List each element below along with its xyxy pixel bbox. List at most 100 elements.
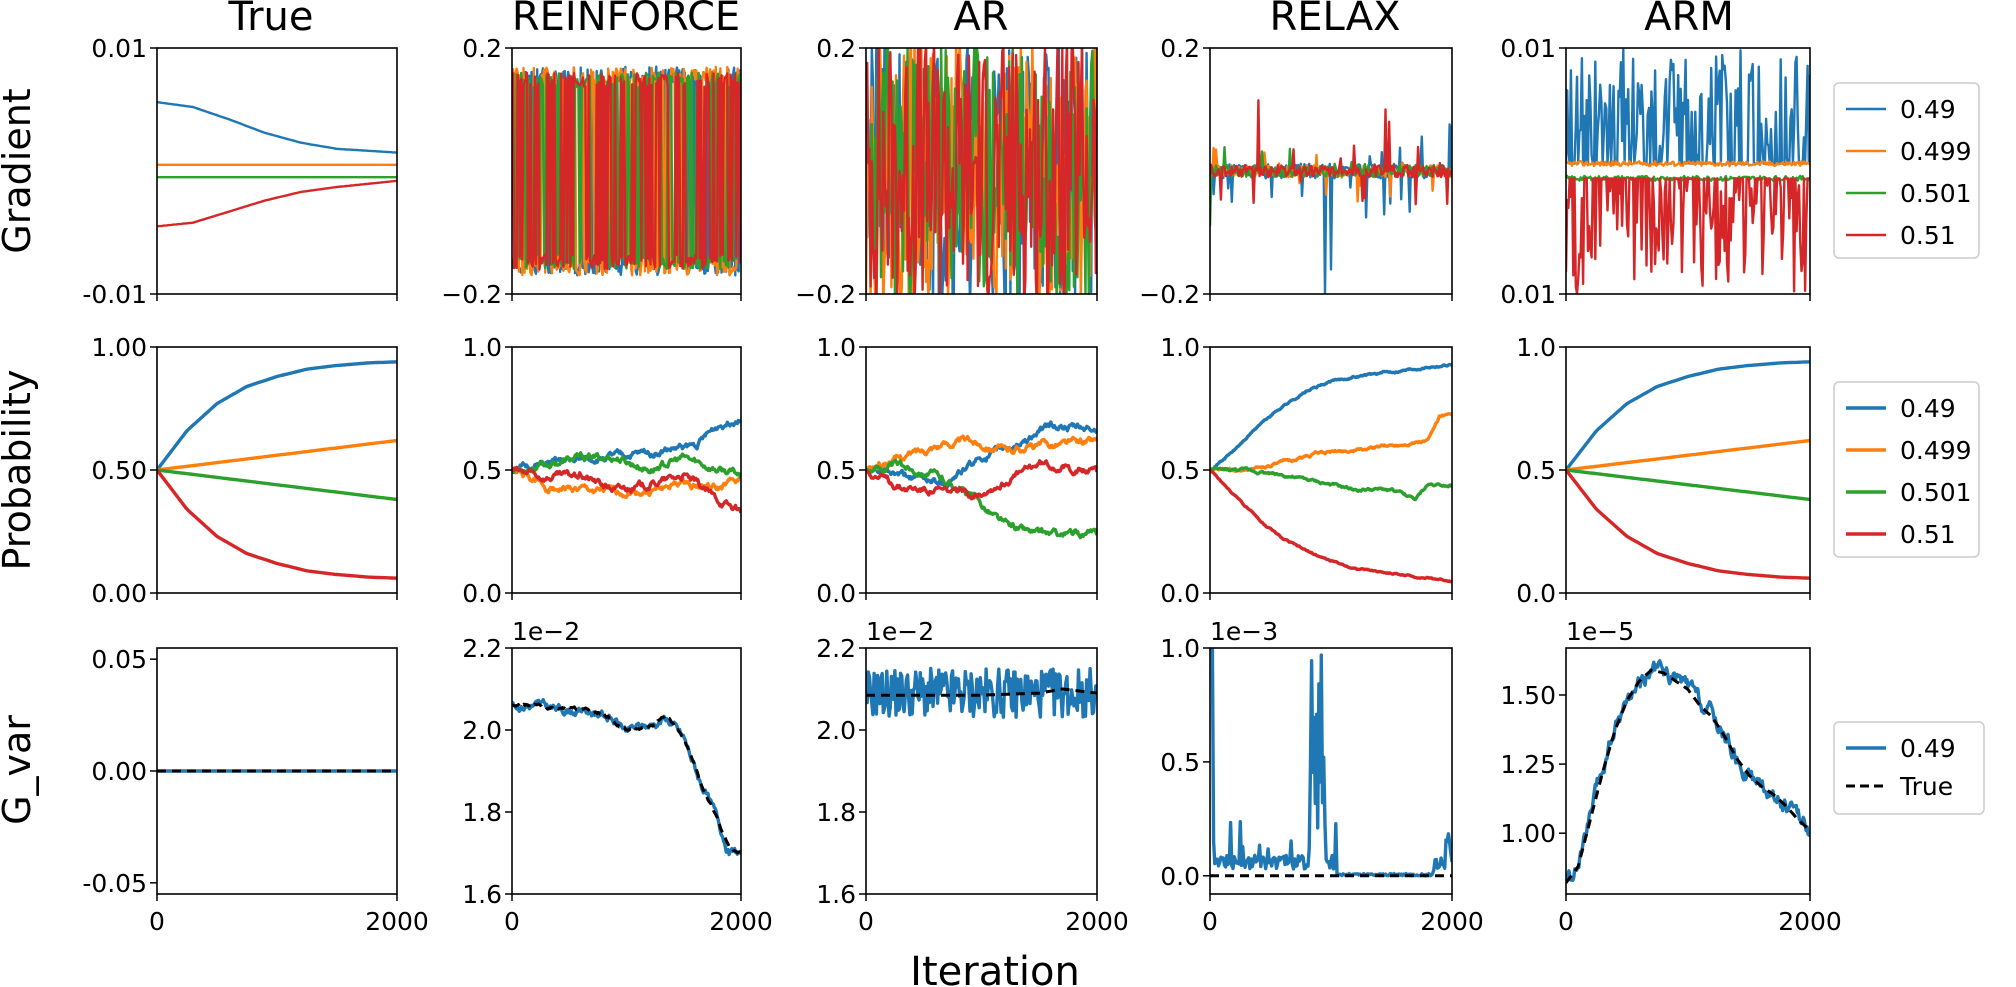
- column-title-reinforce: REINFORCE: [512, 0, 740, 40]
- y-tick-label: 0.0: [1516, 579, 1556, 608]
- y-tick-label: 1.0: [1160, 634, 1200, 663]
- series-line-0.51: [866, 459, 1097, 501]
- legend-label-0.501: 0.501: [1900, 478, 1972, 507]
- y-tick-label: 0.01: [1500, 280, 1556, 309]
- series-line-0.51: [157, 179, 397, 228]
- series-line-0.499: [1566, 438, 1810, 472]
- axes-frame: [865, 47, 1098, 295]
- axes-frame: [156, 47, 398, 295]
- y-tick-label: 0.0: [816, 579, 856, 608]
- y-tick-label: 2.2: [462, 634, 502, 663]
- legend-label-0.499: 0.499: [1900, 436, 1972, 465]
- series-line-0.501: [157, 468, 397, 502]
- x-tick-label: 0: [1558, 907, 1574, 936]
- series-line-0.51: [512, 465, 741, 514]
- series-line-0.501: [866, 458, 1097, 540]
- panel-r1-c3: 0.0 0.5 1.0: [1160, 333, 1453, 608]
- panel-r2-c1: 1.6 1.8 2.0 2.2 0 2000 1e−2: [462, 617, 773, 936]
- y-tick-label: 0.0: [462, 579, 502, 608]
- series-group: [512, 698, 741, 857]
- y-tick-label: 0.5: [462, 456, 502, 485]
- y-tick-label: 2.0: [462, 716, 502, 745]
- y-tick-label: 0.01: [1500, 34, 1556, 63]
- axis-exponent-label: 1e−5: [1566, 617, 1634, 646]
- series-line-0.51: [1210, 99, 1452, 206]
- y-tick-label: 1.8: [462, 798, 502, 827]
- y-tick-label: 0.01: [91, 34, 147, 63]
- y-tick-label: 0.5: [1160, 748, 1200, 777]
- series-group: [866, 420, 1097, 540]
- panel-r1-c0: 0.00 0.50 1.00: [91, 333, 398, 608]
- series-line-0.499: [512, 466, 741, 499]
- series-line-0.49: [1566, 659, 1810, 884]
- series-line-0.51: [1566, 177, 1810, 294]
- y-tick-label: -0.01: [82, 280, 147, 309]
- x-tick-label: 2000: [1778, 907, 1842, 936]
- y-tick-label: 1.50: [1500, 681, 1556, 710]
- panel-r1-c4: 0.0 0.5 1.0: [1516, 333, 1811, 608]
- axes-frame: [1565, 647, 1811, 895]
- row-label-gradient: Gradient: [0, 88, 39, 253]
- series-line-0.499: [1210, 412, 1452, 473]
- series-line-0.49: [1210, 362, 1452, 473]
- series-line-0.49: [157, 360, 397, 472]
- x-axis-label: Iteration: [910, 949, 1080, 987]
- y-tick-label: 0.5: [1160, 456, 1200, 485]
- series-line-0.49: [157, 100, 397, 154]
- series-line-0.499: [1566, 160, 1810, 168]
- y-tick-label: 1.0: [816, 333, 856, 362]
- legend-frame: [1833, 721, 1985, 815]
- y-tick-label: 1.8: [816, 798, 856, 827]
- y-tick-label: 0.5: [1516, 456, 1556, 485]
- series-line-0.49: [866, 420, 1097, 489]
- row-label-gvar: G_var: [0, 715, 39, 825]
- panel-r1-c1: 0.0 0.5 1.0: [462, 333, 742, 608]
- x-tick-label: 2000: [1420, 907, 1484, 936]
- row-label-probability: Probability: [0, 370, 39, 571]
- series-line-0.499: [157, 438, 397, 472]
- series-line-0.49: [866, 666, 1097, 719]
- series-group: [866, 48, 1097, 294]
- x-tick-label: 0: [1202, 907, 1218, 936]
- y-tick-label: -0.05: [82, 869, 147, 898]
- y-tick-label: 0.00: [91, 579, 147, 608]
- panels: -0.010.01−0.20.2−0.20.2−0.20.20.010.010.…: [82, 34, 1842, 936]
- series-group: [1566, 360, 1810, 580]
- x-tick-label: 2000: [709, 907, 773, 936]
- series-line-0.49: [1566, 360, 1810, 472]
- series-line-0.49: [512, 698, 741, 857]
- series-line-0.49: [1210, 123, 1452, 294]
- y-tick-label: 0.05: [91, 645, 147, 674]
- panel-r2-c2: 1.6 1.8 2.0 2.2 0 2000 1e−2: [816, 617, 1129, 936]
- series-line-0.51: [1566, 468, 1810, 580]
- y-tick-label: 0.2: [1160, 34, 1200, 63]
- column-title-relax: RELAX: [1269, 0, 1400, 40]
- series-group: [157, 360, 397, 580]
- series-line-0.51: [157, 468, 397, 580]
- column-title-true: True: [228, 0, 314, 40]
- x-tick-label: 2000: [1065, 907, 1129, 936]
- y-tick-label: 1.00: [1500, 819, 1556, 848]
- series-line-0.501: [1210, 466, 1452, 502]
- legend-label-0.51: 0.51: [1900, 221, 1956, 250]
- series-line-0.51: [866, 48, 1097, 294]
- panel-r0-c2: −0.2 0.2: [795, 34, 1098, 309]
- legend-label-0.49: 0.49: [1900, 95, 1956, 124]
- legend-label-0.499: 0.499: [1900, 137, 1972, 166]
- x-tick-label: 0: [858, 907, 874, 936]
- x-tick-label: 0: [149, 907, 165, 936]
- x-tick-label: 0: [504, 907, 520, 936]
- legend-label-0.49: 0.49: [1900, 394, 1956, 423]
- series-group: [1210, 99, 1452, 294]
- axes-frame: [1209, 647, 1453, 895]
- y-tick-label: 2.0: [816, 716, 856, 745]
- series-group: [1210, 362, 1452, 584]
- legend-row-2: 0.49 True: [1833, 721, 1985, 815]
- y-tick-label: −0.2: [1139, 280, 1200, 309]
- y-tick-label: −0.2: [795, 280, 856, 309]
- series-group: [512, 418, 741, 514]
- series-line-0.51: [512, 71, 741, 271]
- legend-frame: [1833, 82, 1980, 259]
- axis-exponent-label: 1e−2: [512, 617, 580, 646]
